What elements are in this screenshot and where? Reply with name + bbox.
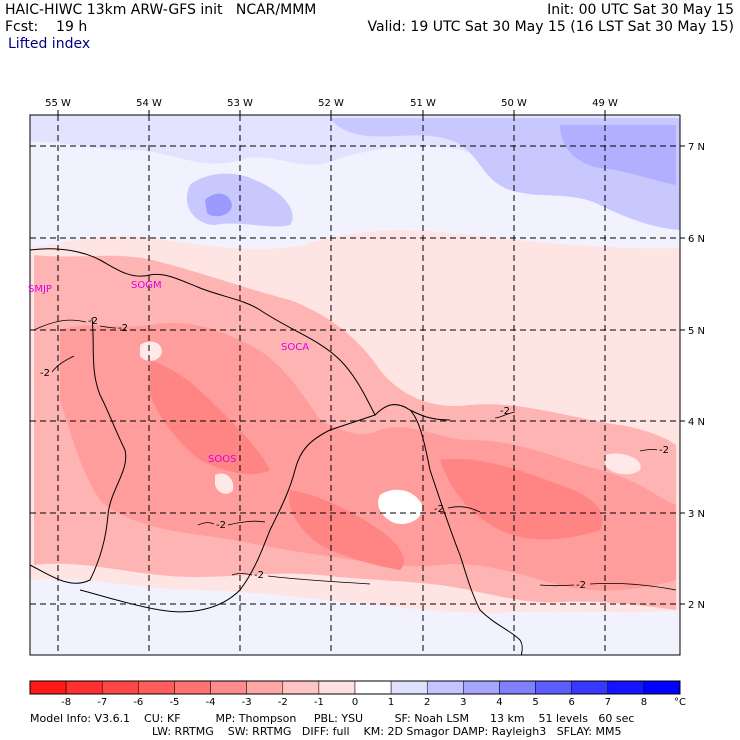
field-positive-upper-right xyxy=(560,125,676,185)
lon-label-50w: 50 W xyxy=(501,98,527,109)
colorbar-tick-label: 0 xyxy=(352,697,358,708)
coastline-borders xyxy=(29,248,523,656)
colorbar-swatch xyxy=(246,680,284,695)
lat-lon-grid xyxy=(30,115,680,655)
lat-label-5n: 5 N xyxy=(688,326,705,337)
colorbar: -8 -7 -6 -5 -4 -3 -2 -1 0 1 2 3 4 5 6 7 8 °C xyxy=(29,680,686,708)
colorbar-swatch xyxy=(101,680,139,695)
colorbar-swatch xyxy=(607,680,645,695)
colorbar-tick-label: -7 xyxy=(97,697,107,708)
colorbar-swatch xyxy=(426,680,464,695)
colorbar-swatch xyxy=(138,680,175,695)
colorbar-swatch xyxy=(571,680,609,695)
lifted-index-map: 55 W 54 W 53 W 52 W 51 W 50 W 49 W 7 N 6… xyxy=(28,98,705,656)
lat-label-3n: 3 N xyxy=(688,509,705,520)
colorbar-frame xyxy=(29,680,681,695)
axis-ticks xyxy=(57,110,685,605)
valid-time: Valid: 19 UTC Sat 30 May 15 (16 LST Sat … xyxy=(367,19,734,35)
contour-label: -2 xyxy=(118,323,128,334)
contour-label: -2 xyxy=(254,570,264,581)
colorbar-tick-label: 5 xyxy=(532,697,538,708)
colorbar-tick-label: 2 xyxy=(424,697,430,708)
field-positive-core xyxy=(205,193,232,217)
plot-title: HAIC-HIWC 13km ARW-GFS init NCAR/MMM xyxy=(5,2,317,18)
field-pocket-c xyxy=(605,453,641,475)
contour-label: -2 xyxy=(216,520,226,531)
contour-label: -2 xyxy=(500,406,510,417)
lon-label-54w: 54 W xyxy=(136,98,162,109)
lat-label-6n: 6 N xyxy=(688,234,705,245)
colorbar-swatches xyxy=(29,680,681,695)
colorbar-swatch xyxy=(535,680,572,695)
colorbar-swatch xyxy=(318,680,356,695)
contour-lines xyxy=(33,319,677,591)
colorbar-tick-label: 4 xyxy=(496,697,502,708)
lon-label-51w: 51 W xyxy=(410,98,436,109)
lat-label-4n: 4 N xyxy=(688,417,705,428)
contour-label: -2 xyxy=(434,504,444,515)
field-negative-core-east xyxy=(440,459,603,540)
colorbar-tick-label: 8 xyxy=(641,697,647,708)
lat-label-2n: 2 N xyxy=(688,600,705,611)
colorbar-swatch xyxy=(390,680,428,695)
station-label: SOOS xyxy=(208,454,236,465)
lon-label-55w: 55 W xyxy=(45,98,71,109)
station-label: SMJP xyxy=(28,284,52,295)
contour-label: -2 xyxy=(576,580,586,591)
colorbar-swatch xyxy=(499,680,536,695)
init-time: Init: 00 UTC Sat 30 May 15 xyxy=(547,2,734,18)
colorbar-tick-label: -3 xyxy=(242,697,252,708)
colorbar-tick-label: 7 xyxy=(605,697,611,708)
field-pocket-b xyxy=(215,473,234,494)
field-name: Lifted index xyxy=(8,36,91,52)
contour-label: -2 xyxy=(88,316,98,327)
colorbar-swatch xyxy=(463,680,500,695)
field-positive-bottom xyxy=(30,578,680,655)
field-pocket-a xyxy=(140,341,162,361)
colorbar-unit: °C xyxy=(674,697,686,708)
contour-label: -2 xyxy=(659,445,669,456)
colorbar-swatch xyxy=(65,680,103,695)
station-label: SOCA xyxy=(281,342,309,353)
lon-label-53w: 53 W xyxy=(227,98,253,109)
colorbar-tick-label: -6 xyxy=(133,697,143,708)
colorbar-labels: -8 -7 -6 -5 -4 -3 -2 -1 0 1 2 3 4 5 6 7 8 xyxy=(61,697,647,708)
colorbar-swatch xyxy=(282,680,320,695)
lon-label-52w: 52 W xyxy=(318,98,344,109)
colorbar-tick-label: 6 xyxy=(568,697,574,708)
colorbar-tick-label: 1 xyxy=(388,697,394,708)
colorbar-tick-label: -1 xyxy=(314,697,324,708)
model-info-line2: LW: RRTMG SW: RRTMG DIFF: full KM: 2D Sm… xyxy=(152,725,622,738)
colorbar-tick-label: -8 xyxy=(61,697,71,708)
colorbar-swatch xyxy=(29,680,67,695)
colorbar-tick-label: -5 xyxy=(169,697,179,708)
colorbar-tick-label: -2 xyxy=(278,697,288,708)
colorbar-swatch xyxy=(354,680,392,695)
lat-label-7n: 7 N xyxy=(688,142,705,153)
forecast-hour: Fcst: 19 h xyxy=(5,19,88,35)
colorbar-tick-label: -4 xyxy=(206,697,216,708)
colorbar-swatch xyxy=(643,680,681,695)
field-negative-core-south xyxy=(289,490,404,570)
colorbar-tick-label: 3 xyxy=(460,697,466,708)
contour-label: -2 xyxy=(40,368,50,379)
map-frame xyxy=(29,114,681,656)
model-info-line1: Model Info: V3.6.1 CU: KF MP: Thompson P… xyxy=(30,712,635,725)
field-neutral-pocket xyxy=(378,489,423,525)
colorbar-swatch xyxy=(174,680,211,695)
station-label: SOGM xyxy=(131,280,162,291)
lon-label-49w: 49 W xyxy=(592,98,618,109)
colorbar-swatch xyxy=(210,680,247,695)
